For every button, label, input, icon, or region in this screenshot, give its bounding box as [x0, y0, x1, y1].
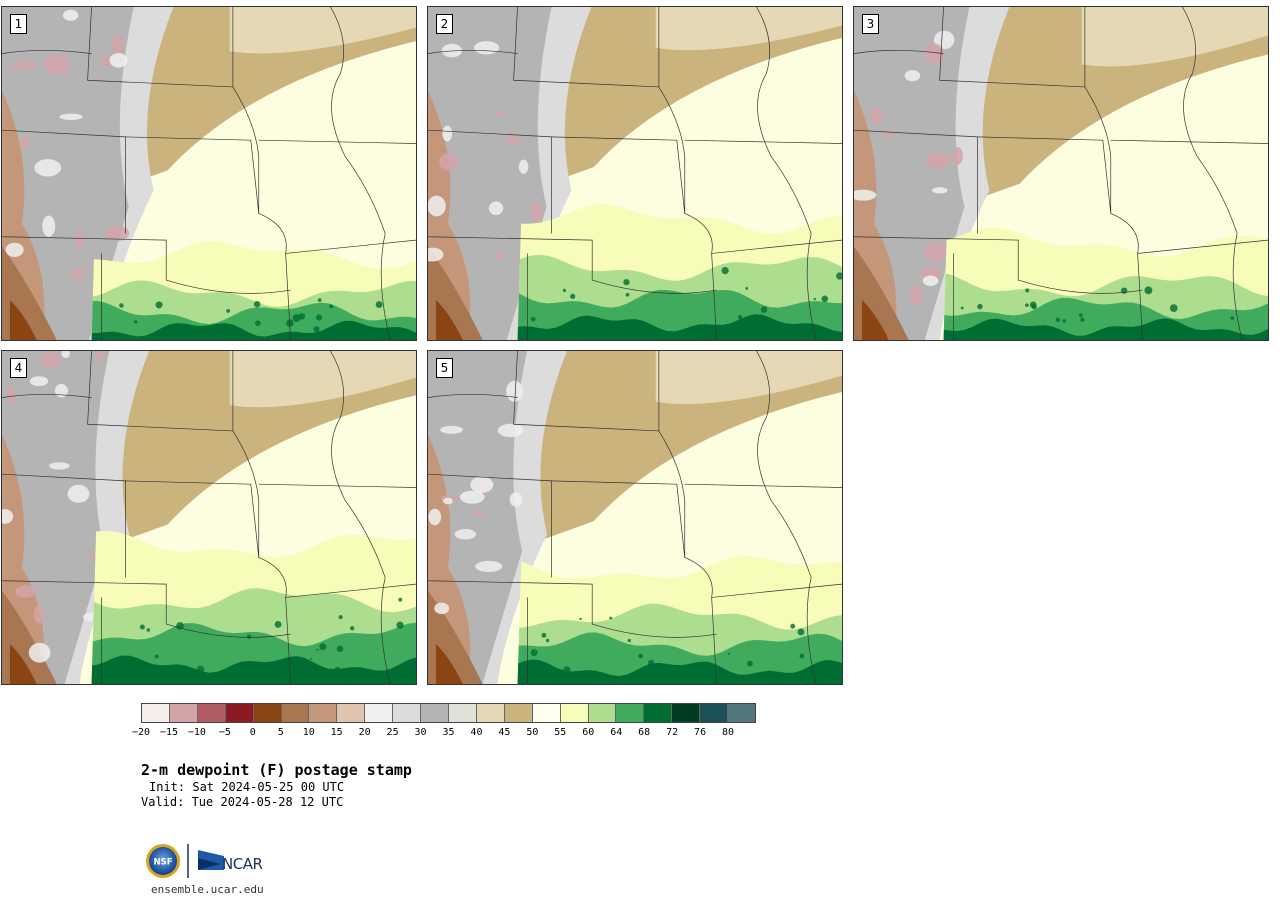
member-number-label: 4 — [10, 358, 27, 378]
footer-url: ensemble.ucar.edu — [151, 883, 264, 896]
colorbar-tick-label: −10 — [187, 727, 206, 738]
dewpoint-map — [2, 351, 416, 684]
colorbar-swatch — [560, 704, 589, 722]
member-number-label: 5 — [436, 358, 453, 378]
colorbar-swatch — [700, 704, 729, 722]
colorbar-tick-label: 60 — [582, 727, 595, 738]
dewpoint-map — [428, 351, 842, 684]
colorbar-swatch — [448, 704, 477, 722]
member-number-label: 1 — [10, 14, 27, 34]
colorbar-tick-labels: −20 −15 −10 −5 0 5 10 15 20 25 30 35 40 45 50 55 60 64 68 7… — [132, 727, 756, 741]
colorbar-tick-label: 20 — [358, 727, 371, 738]
colorbar-tick-label: 15 — [330, 727, 343, 738]
colorbar-tick-label: 64 — [610, 727, 623, 738]
colorbar-tick-label: 50 — [526, 727, 539, 738]
colorbar-swatch — [504, 704, 533, 722]
colorbar-swatch — [309, 704, 338, 722]
nsf-logo-text: NSF — [153, 858, 172, 868]
colorbar-swatch — [588, 704, 617, 722]
colorbar-swatch — [672, 704, 701, 722]
ncar-logo-text: NCAR — [222, 855, 262, 873]
dewpoint-map — [2, 7, 416, 340]
colorbar-swatch — [365, 704, 394, 722]
colorbar-tick-label: 80 — [722, 727, 735, 738]
colorbar-tick-label: 72 — [666, 727, 679, 738]
colorbar-tick-label: 30 — [414, 727, 427, 738]
colorbar-tick-label: 40 — [470, 727, 483, 738]
member-panel-3: 3 — [853, 6, 1269, 341]
colorbar-tick-label: 68 — [638, 727, 651, 738]
colorbar-tick-label: −20 — [131, 727, 151, 738]
member-panel-4: 4 — [1, 350, 417, 685]
dewpoint-map — [428, 7, 842, 340]
colorbar-swatch — [142, 704, 170, 722]
colorbar-tick-label: 0 — [249, 727, 256, 738]
colorbar-swatch — [616, 704, 645, 722]
colorbar-swatch — [728, 704, 755, 722]
colorbar-swatch — [421, 704, 449, 722]
colorbar-tick-label: 45 — [498, 727, 511, 738]
colorbar-tick-label: −5 — [218, 727, 231, 738]
dewpoint-colorbar — [141, 703, 756, 723]
valid-time: Valid: Tue 2024-05-28 12 UTC — [141, 795, 344, 809]
member-panel-5: 5 — [427, 350, 843, 685]
colorbar-swatch — [197, 704, 226, 722]
colorbar-swatch — [253, 704, 282, 722]
colorbar-tick-label: 55 — [554, 727, 567, 738]
colorbar-tick-label: 76 — [694, 727, 707, 738]
member-panel-1: 1 — [1, 6, 417, 341]
member-number-label: 3 — [862, 14, 879, 34]
colorbar-tick-label: 25 — [386, 727, 399, 738]
colorbar-swatch — [225, 704, 254, 722]
colorbar-tick-label: 35 — [442, 727, 455, 738]
colorbar-tick-label: 10 — [302, 727, 315, 738]
nsf-ncar-logo: NSF NCAR — [146, 844, 263, 878]
member-number-label: 2 — [436, 14, 453, 34]
colorbar-swatch — [337, 704, 366, 722]
colorbar-swatch — [393, 704, 422, 722]
colorbar-tick-label: −15 — [159, 727, 178, 738]
colorbar-swatch — [281, 704, 310, 722]
colorbar-swatch — [532, 704, 561, 722]
colorbar-swatch — [476, 704, 505, 722]
colorbar-tick-label: 5 — [277, 727, 284, 738]
colorbar-swatch — [644, 704, 673, 722]
member-panel-2: 2 — [427, 6, 843, 341]
init-time: Init: Sat 2024-05-25 00 UTC — [149, 780, 345, 794]
colorbar-swatch — [169, 704, 198, 722]
dewpoint-map — [854, 7, 1268, 340]
chart-title: 2-m dewpoint (F) postage stamp — [141, 761, 412, 779]
